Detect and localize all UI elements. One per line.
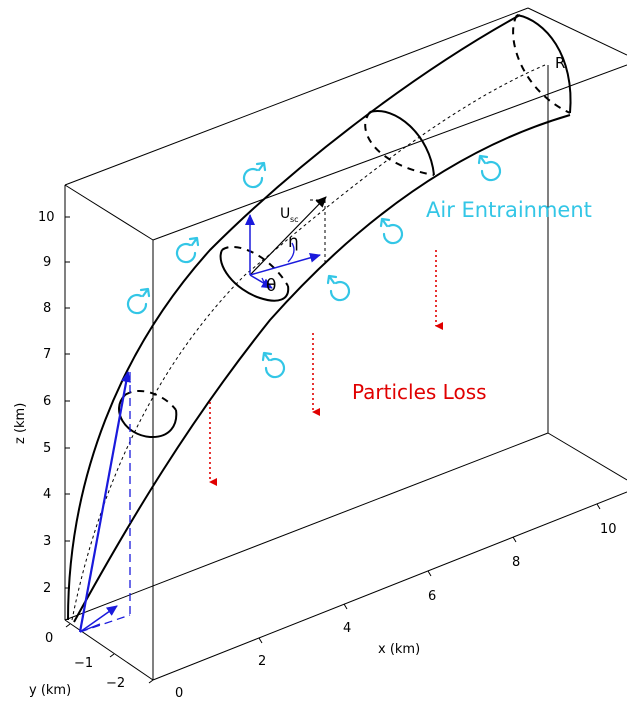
x-tick-6: 6	[428, 589, 436, 604]
z-axis-label: z (km)	[13, 403, 28, 444]
plume-lower-boundary	[73, 114, 571, 623]
plume-upper-boundary	[67, 14, 521, 621]
box-left-back-edge	[64, 184, 154, 241]
swirl-arrow-icon	[175, 236, 200, 264]
theta-label: θ	[266, 276, 276, 296]
eta-label: η	[288, 232, 299, 252]
z-tick-2: 2	[43, 581, 51, 596]
z-tick-9: 9	[43, 255, 51, 270]
eta-angle-arc	[287, 242, 295, 263]
swirl-arrow-icon	[261, 351, 286, 379]
swirl-arrow-icon	[126, 287, 151, 315]
ring-top-front	[516, 14, 572, 114]
swirl-arrow-icon	[477, 154, 502, 182]
z-axis: 10 9 8 7 6 5 4 3 2 z (km)	[13, 185, 70, 620]
y-axis-label: y (km)	[29, 683, 71, 698]
ring-top-back	[512, 14, 571, 114]
box-base-right-edge	[547, 432, 627, 481]
y-tick-minus2: −2	[106, 676, 125, 691]
x-tick-0: 0	[175, 686, 183, 701]
ring-lower-front	[118, 394, 178, 439]
vectors	[78, 196, 327, 633]
horizontal-unit-vector	[249, 252, 321, 276]
swirl-arrow-icon	[379, 217, 404, 245]
radius-label: R	[555, 54, 565, 72]
base-y-vector	[79, 623, 101, 633]
ring-upper-front	[369, 109, 435, 176]
velocity-subscript: sc	[290, 215, 299, 224]
box-back-right-edge	[527, 7, 627, 56]
box-back-top-edge	[64, 7, 529, 186]
y-tick-minus1: −1	[74, 656, 93, 671]
velocity-label: U	[280, 206, 290, 222]
z-tick-6: 6	[43, 394, 51, 409]
y-tick-0: 0	[45, 631, 53, 646]
z-tick-4: 4	[43, 487, 51, 502]
plume-centerline	[71, 64, 546, 621]
base-velocity-vector	[78, 371, 132, 633]
x-tick-4: 4	[343, 621, 351, 636]
air-entrainment-label: Air Entrainment	[426, 198, 592, 222]
z-tick-7: 7	[43, 347, 51, 362]
ring-lower-back	[124, 390, 177, 411]
velocity-vector	[249, 196, 327, 276]
ring-middle-front	[219, 249, 290, 302]
entrainment-vortices	[126, 154, 502, 379]
x-tick-2: 2	[258, 654, 266, 669]
particles-loss-label: Particles Loss	[352, 380, 487, 404]
base-dashed-diagonal	[79, 614, 131, 633]
x-axis-label: x (km)	[378, 642, 420, 657]
theta-angle-arc	[261, 277, 271, 289]
x-axis: 0 2 4 6 8 10 x (km)	[175, 503, 617, 701]
plume-tube	[67, 14, 572, 623]
z-tick-10: 10	[38, 210, 55, 225]
z-tick-3: 3	[43, 534, 51, 549]
y-axis: 0 −1 −2 y (km)	[29, 619, 154, 698]
z-tick-8: 8	[43, 301, 51, 316]
particle-loss-arrows	[209, 250, 443, 486]
x-tick-8: 8	[512, 555, 520, 570]
box-base-front-edge	[152, 491, 627, 681]
swirl-arrow-icon	[242, 161, 267, 189]
lateral-unit-vector	[249, 274, 273, 289]
x-tick-10: 10	[600, 522, 617, 537]
bounding-box	[64, 7, 627, 681]
swirl-arrow-icon	[326, 274, 351, 302]
ring-middle-back	[221, 245, 289, 287]
box-base-back-edge	[64, 432, 549, 621]
base-x-vector	[79, 605, 118, 633]
z-tick-5: 5	[43, 441, 51, 456]
